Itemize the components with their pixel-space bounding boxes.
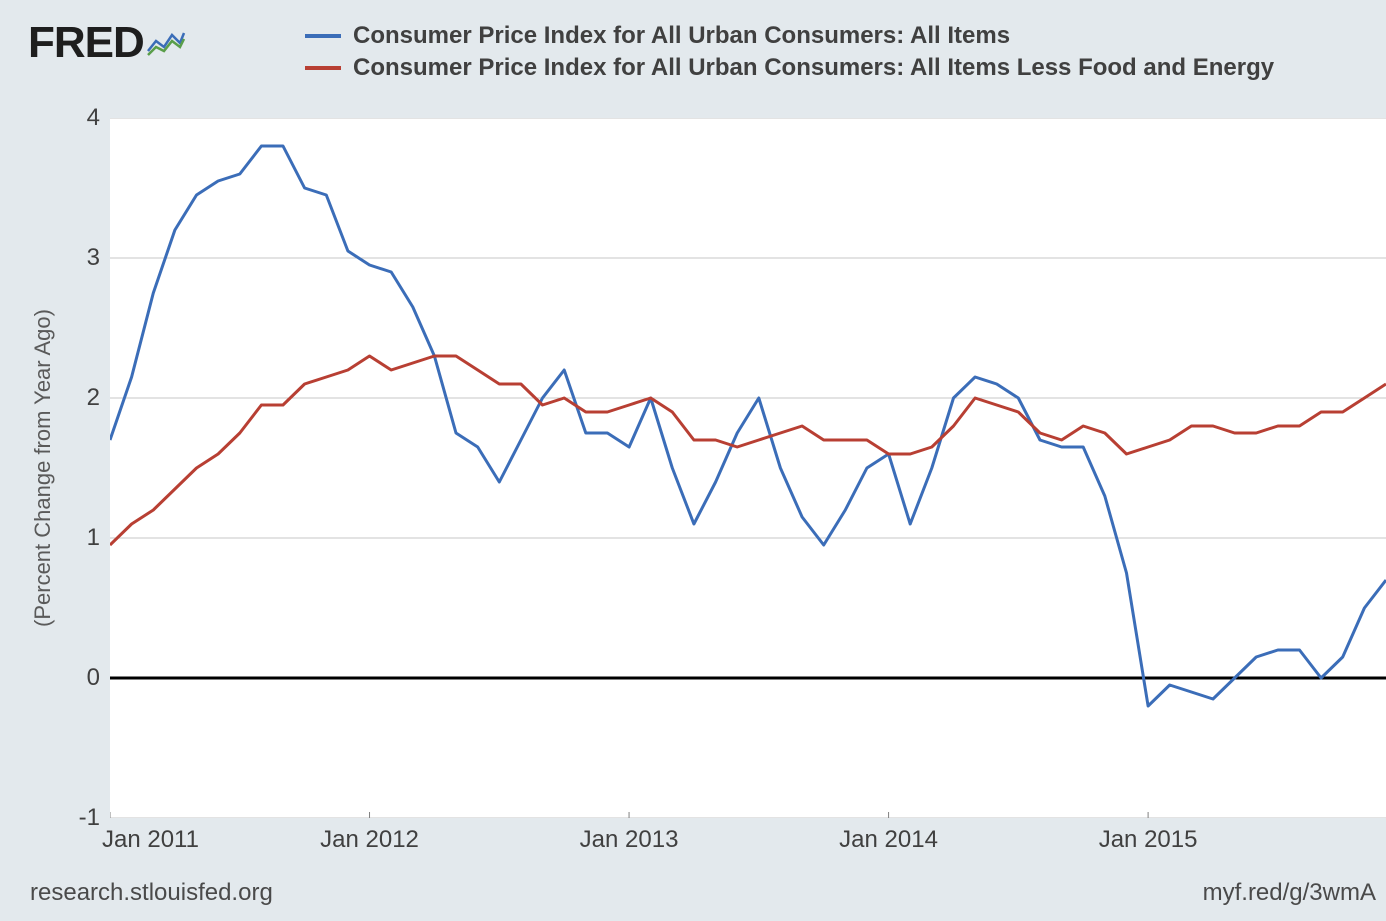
- x-tick-label: Jan 2012: [320, 826, 419, 854]
- y-axis-label: (Percent Change from Year Ago): [30, 118, 56, 818]
- y-tick-label: 2: [60, 384, 100, 412]
- series-cpi_core: [110, 356, 1386, 545]
- y-tick-label: -1: [60, 804, 100, 832]
- chart-plot-area: [110, 118, 1386, 818]
- footer-shortlink: myf.red/g/3wmA: [1203, 879, 1376, 907]
- legend: Consumer Price Index for All Urban Consu…: [305, 22, 1274, 86]
- y-tick-label: 1: [60, 524, 100, 552]
- footer: research.stlouisfed.org myf.red/g/3wmA: [30, 879, 1376, 907]
- fred-logo: FRED: [28, 18, 186, 68]
- legend-item: Consumer Price Index for All Urban Consu…: [305, 22, 1274, 50]
- chart-icon: [146, 18, 186, 68]
- y-tick-label: 3: [60, 244, 100, 272]
- footer-source: research.stlouisfed.org: [30, 879, 273, 907]
- legend-item: Consumer Price Index for All Urban Consu…: [305, 54, 1274, 82]
- y-tick-label: 0: [60, 664, 100, 692]
- x-tick-label: Jan 2015: [1099, 826, 1198, 854]
- legend-label-1: Consumer Price Index for All Urban Consu…: [353, 54, 1274, 82]
- legend-swatch-0: [305, 34, 341, 38]
- legend-swatch-1: [305, 66, 341, 70]
- y-tick-label: 4: [60, 104, 100, 132]
- x-tick-label: Jan 2013: [580, 826, 679, 854]
- x-tick-label: Jan 2014: [839, 826, 938, 854]
- x-tick-label: Jan 2011: [102, 826, 199, 854]
- legend-label-0: Consumer Price Index for All Urban Consu…: [353, 22, 1010, 50]
- logo-text: FRED: [28, 18, 144, 68]
